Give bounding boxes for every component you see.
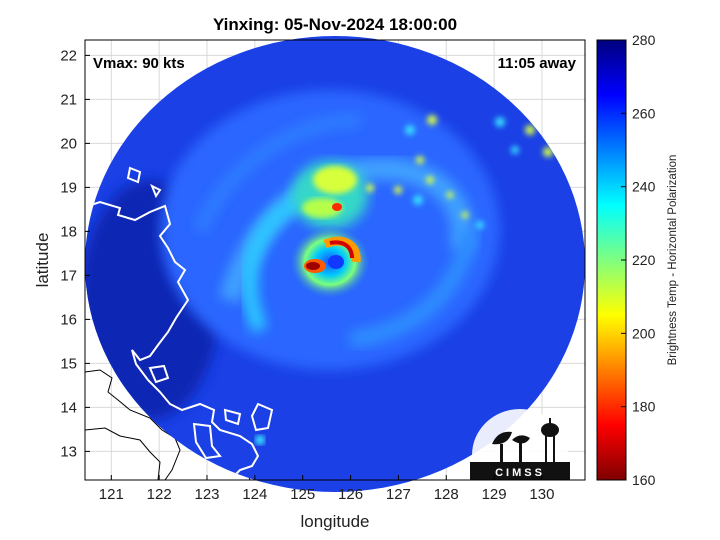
colorbar-tick-label: 180 <box>632 399 656 415</box>
colorbar-tick-label: 260 <box>632 105 656 121</box>
x-tick-label: 126 <box>338 486 363 503</box>
colorbar-tick-label: 200 <box>632 325 656 341</box>
colorbar-tick-label: 220 <box>632 252 656 268</box>
colorbar-tick-label: 280 <box>632 32 656 48</box>
y-tick-label: 20 <box>60 135 77 152</box>
water-tower-icon <box>541 418 559 462</box>
x-tick-label: 122 <box>147 486 172 503</box>
x-tick-label: 121 <box>99 486 124 503</box>
satellite-dish-icon <box>492 431 530 462</box>
y-axis-label: latitude <box>33 233 52 288</box>
x-tick-label: 127 <box>386 486 411 503</box>
colorbar-tick-label: 160 <box>632 472 656 488</box>
y-axis-ticks: 13 14 15 16 17 18 19 20 21 22 <box>60 47 90 460</box>
x-axis-ticks: 121 122 123 124 125 126 127 128 129 130 <box>99 475 554 503</box>
y-tick-label: 18 <box>60 223 77 240</box>
cimss-logo: CIMSS <box>470 409 570 501</box>
x-tick-label: 130 <box>529 486 554 503</box>
y-tick-label: 15 <box>60 355 77 372</box>
x-tick-label: 124 <box>242 486 267 503</box>
y-tick-label: 16 <box>60 311 77 328</box>
coastline-inside <box>87 166 274 479</box>
y-tick-label: 19 <box>60 179 77 196</box>
y-tick-label: 14 <box>60 399 77 416</box>
time-away-label: 11:05 away <box>498 55 577 72</box>
colorbar-label: Brightness Temp - Horizontal Polarizatio… <box>667 155 679 366</box>
x-tick-label: 129 <box>482 486 507 503</box>
y-tick-label: 17 <box>60 267 77 284</box>
colorbar-ticks: 280 260 240 220 200 180 160 <box>621 32 656 488</box>
colorbar-tick-label: 240 <box>632 179 656 195</box>
vmax-label: Vmax: 90 kts <box>93 55 185 72</box>
y-tick-label: 21 <box>60 91 77 108</box>
map-title: Yinxing: 05-Nov-2024 18:00:00 <box>213 15 457 34</box>
brightness-temp-swath <box>85 36 585 492</box>
x-tick-label: 123 <box>194 486 219 503</box>
colorbar: 280 260 240 220 200 180 160 Brightness Temp - … <box>596 32 679 488</box>
x-tick-label: 128 <box>434 486 459 503</box>
y-tick-label: 22 <box>60 47 77 64</box>
x-tick-label: 125 <box>290 486 315 503</box>
x-axis-label: longitude <box>300 512 369 531</box>
y-tick-label: 13 <box>60 443 77 460</box>
cimss-logo-text: CIMSS <box>495 467 545 479</box>
plot-frame <box>84 39 586 481</box>
